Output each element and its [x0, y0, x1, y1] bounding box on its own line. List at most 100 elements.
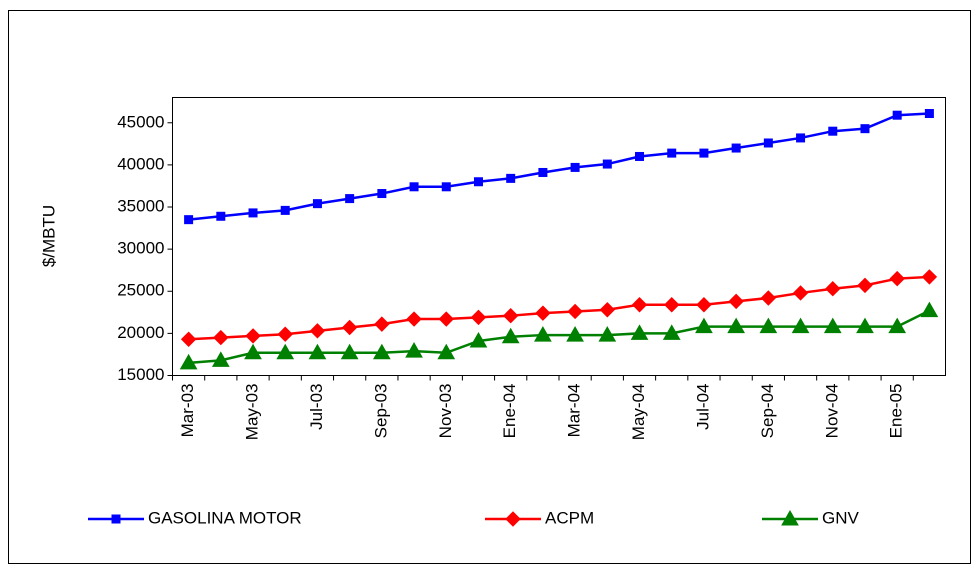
x-tick-label: Nov-03: [436, 384, 455, 439]
y-tick-label: 35000: [117, 196, 164, 215]
data-point: [728, 293, 744, 310]
data-point: [184, 215, 194, 225]
data-point: [920, 301, 939, 318]
data-point: [635, 151, 645, 161]
data-point: [567, 303, 583, 320]
data-point: [276, 343, 295, 360]
data-point: [437, 343, 456, 360]
data-point: [345, 194, 355, 204]
data-point: [792, 285, 809, 301]
x-tick-label: Nov-04: [822, 384, 841, 439]
data-point: [599, 302, 616, 318]
data-point: [534, 326, 552, 342]
data-point: [470, 309, 487, 326]
data-point: [372, 343, 391, 360]
data-point: [501, 327, 520, 344]
data-point: [405, 342, 423, 358]
data-point: [828, 126, 838, 136]
data-point: [598, 326, 617, 342]
data-point: [216, 211, 226, 221]
data-point: [506, 173, 516, 183]
data-point: [759, 317, 778, 334]
x-tick-label: Jul-04: [693, 384, 712, 430]
x-tick-label: Mar-03: [178, 384, 197, 438]
data-point: [696, 297, 712, 313]
series-line: [188, 309, 930, 365]
y-tick-label: 15000: [117, 365, 164, 384]
data-point: [860, 124, 870, 134]
data-point: [245, 328, 261, 344]
data-point: [892, 110, 902, 120]
data-point: [374, 316, 390, 332]
data-point: [566, 326, 584, 342]
data-point: [699, 148, 709, 158]
x-tick-label: Jul-03: [307, 384, 326, 430]
series-line: [188, 112, 930, 221]
data-point: [630, 324, 649, 340]
data-point: [280, 205, 290, 215]
x-tick-label: Mar-04: [565, 384, 584, 438]
y-tick-label: 20000: [117, 323, 164, 342]
data-point: [438, 311, 454, 327]
data-point: [570, 162, 580, 172]
data-point: [469, 331, 488, 348]
y-tick-label: 30000: [117, 239, 164, 258]
data-point: [406, 311, 422, 327]
y-axis-label: $/MBTU: [39, 205, 58, 267]
data-point: [888, 317, 907, 334]
data-point: [825, 281, 841, 297]
data-point: [309, 323, 326, 339]
data-point: [731, 143, 741, 153]
data-point: [763, 138, 773, 148]
data-point: [760, 290, 777, 306]
legend-marker: [111, 514, 121, 524]
y-tick-label: 40000: [117, 154, 164, 173]
data-point: [211, 351, 230, 367]
data-point: [921, 269, 938, 285]
plot-area: [172, 97, 946, 376]
data-point: [796, 133, 806, 143]
data-point: [340, 343, 359, 360]
legend-label: ACPM: [545, 508, 594, 527]
legend-marker: [781, 509, 799, 526]
data-point: [248, 208, 258, 218]
data-point: [308, 343, 327, 360]
data-point: [791, 317, 810, 334]
data-point: [341, 319, 358, 336]
data-point: [856, 317, 874, 334]
legend-label: GNV: [822, 508, 860, 527]
data-point: [667, 148, 677, 158]
x-tick-label: Sep-04: [758, 384, 777, 439]
x-tick-label: May-04: [629, 384, 648, 441]
data-point: [213, 329, 229, 346]
x-tick-label: May-03: [243, 384, 262, 441]
data-point: [695, 317, 713, 334]
data-point: [662, 324, 681, 340]
data-point: [924, 109, 934, 119]
data-point: [535, 305, 551, 321]
data-point: [180, 331, 197, 347]
data-point: [377, 189, 387, 199]
data-point: [602, 159, 612, 169]
legend-label: GASOLINA MOTOR: [148, 508, 302, 527]
data-point: [179, 353, 198, 370]
data-point: [473, 177, 483, 187]
x-tick-label: Ene-04: [500, 384, 519, 439]
data-point: [409, 182, 419, 192]
data-point: [277, 326, 293, 342]
data-point: [441, 182, 451, 192]
y-tick-label: 25000: [117, 281, 164, 300]
data-point: [631, 297, 648, 313]
legend-marker: [505, 511, 521, 527]
x-tick-label: Sep-03: [371, 384, 390, 439]
data-point: [889, 270, 905, 287]
x-tick-label: Ene-05: [887, 384, 906, 439]
data-point: [312, 199, 322, 209]
data-point: [857, 277, 873, 294]
data-point: [538, 167, 548, 177]
data-point: [664, 297, 680, 313]
y-tick-label: 45000: [117, 112, 164, 131]
data-point: [244, 343, 262, 360]
data-point: [823, 317, 842, 334]
